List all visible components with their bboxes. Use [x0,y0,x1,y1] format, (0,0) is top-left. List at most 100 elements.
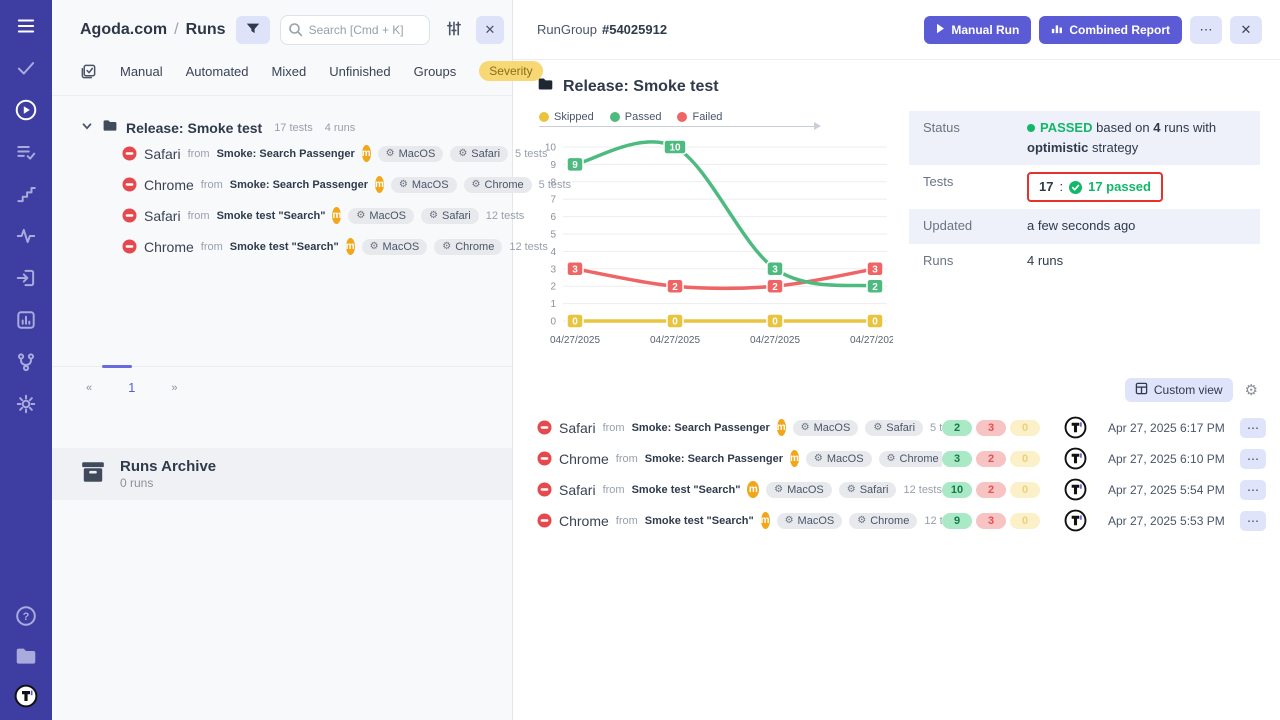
import-icon[interactable] [14,266,38,290]
suites-icon[interactable] [14,140,38,164]
detail-header: RunGroup #54025912 Manual Run Combined R… [513,0,1280,60]
tests-value: 17 : 17 passed [1027,172,1246,203]
env-pill: ⚙ Chrome [434,238,503,255]
runs-icon[interactable] [14,98,38,122]
run-timestamp: Apr 27, 2025 5:54 PM [1108,482,1225,497]
tests-annotation-box: 17 : 17 passed [1027,172,1163,203]
tab-mixed[interactable]: Mixed [271,63,307,79]
archive-subtitle: 0 runs [120,476,154,490]
run-group-row[interactable]: Release: Smoke test 17 tests 4 runs [80,118,504,138]
run-group-runs-count: 4 runs [324,122,356,134]
menu-icon[interactable] [14,14,38,38]
combined-report-button[interactable]: Combined Report [1039,15,1182,44]
run-list-row[interactable]: Chrome from Smoke: Search Passenger m ⚙ MacOS… [537,443,1266,474]
status-dot-icon [1027,124,1035,132]
archive-title[interactable]: Runs Archive [120,458,217,475]
pagination-prev-button[interactable]: « [80,381,98,395]
series-line-passed [573,140,877,288]
close-panel-button[interactable]: ✕ [476,16,504,44]
run-row-info: Safari from Smoke test "Search" m ⚙ MacOS ⚙ Saf… [537,481,942,498]
pulse-icon[interactable] [14,224,38,248]
projects-icon[interactable] [14,644,38,668]
steps-icon[interactable] [14,182,38,206]
select-all-icon[interactable] [80,62,97,80]
manual-badge: m [345,238,355,255]
chevron-down-icon[interactable] [80,119,94,138]
env-pill: ⚙ Chrome [463,176,532,193]
status-runs-count: 4 [1153,120,1161,135]
analytics-icon[interactable] [14,308,38,332]
svg-text:04/27/2025: 04/27/2025 [850,335,893,346]
breadcrumb-project[interactable]: Agoda.com [80,21,168,38]
run-list-row[interactable]: Safari from Smoke test "Search" m ⚙ MacOS ⚙ Saf… [537,474,1266,505]
gear-icon: ⚙ [886,452,896,464]
manual-badge: m [760,512,770,529]
svg-text:3: 3 [772,264,778,275]
runs-archive-section[interactable]: Runs Archive 0 runs [52,448,512,500]
more-actions-button[interactable]: ⋯ [1190,15,1222,44]
svg-text:2: 2 [672,282,678,293]
help-icon[interactable]: ? [14,604,38,628]
run-tests-count: 12 tests [903,483,942,496]
legend-dot-icon [677,112,688,122]
run-tree-item[interactable]: Chrome from Smoke: Search Passenger m ⚙ MacOS… [122,169,571,200]
tab-groups[interactable]: Groups [413,63,457,79]
run-group-name[interactable]: Release: Smoke test [126,120,263,136]
run-list-row[interactable]: Safari from Smoke: Search Passenger m ⚙ MacOS… [537,412,1266,443]
svg-text:0: 0 [672,317,678,328]
search-input[interactable] [279,15,430,45]
search-settings-button[interactable] [440,17,466,43]
tab-manual[interactable]: Manual [120,63,163,79]
detail-content: Skipped Passed Failed 0 1 2 3 4 5 6 7 8 9 10 04/27/20… [513,101,1280,354]
filter-button[interactable] [235,16,270,44]
custom-view-button[interactable]: Custom view [1124,378,1233,402]
svg-text:9: 9 [572,160,578,171]
tests-icon[interactable] [14,56,38,80]
pagination-active-indicator [102,365,132,368]
rungroup-label: RunGroup [537,22,597,37]
run-list-row[interactable]: Chrome from Smoke test "Search" m ⚙ MacOS ⚙ Chr… [537,505,1266,536]
logo-icon[interactable] [14,684,38,708]
svg-text:04/27/2025: 04/27/2025 [750,335,800,346]
svg-text:3: 3 [872,264,878,275]
run-browser-name: Safari [559,481,596,498]
row-menu-button[interactable]: ⋯ [1240,417,1266,438]
run-tree-item[interactable]: Safari from Smoke test "Search" m ⚙ MacOS ⚙ Saf… [122,200,524,231]
tab-severity[interactable]: Severity [479,61,543,81]
run-tree-item[interactable]: Safari from Smoke: Search Passenger m ⚙ MacOS… [122,138,547,169]
run-source-name: Smoke: Search Passenger [644,452,783,465]
tab-unfinished[interactable]: Unfinished [329,63,391,79]
row-menu-button[interactable]: ⋯ [1240,448,1266,469]
gear-icon: ⚙ [813,452,823,464]
run-tree-item[interactable]: Chrome from Smoke test "Search" m ⚙ MacOS ⚙ Chr… [122,231,548,262]
list-settings-gear-icon[interactable]: ⚙ [1244,381,1258,399]
tree-run-tests-count: 12 tests [509,240,548,253]
runs-filter-tabs: Manual Automated Mixed Unfinished Groups Seve… [52,57,543,96]
env-pill: ⚙ MacOS [776,512,843,529]
settings-icon[interactable] [14,392,38,416]
close-detail-button[interactable]: ✕ [1230,15,1262,44]
pagination-page-1[interactable]: 1 [122,379,141,396]
gear-icon: ⚙ [398,178,408,190]
legend-dot-icon [609,112,620,122]
branches-icon[interactable] [14,350,38,374]
legend-label: Skipped [554,111,594,123]
svg-text:1: 1 [550,299,556,310]
bar-chart-icon [1051,22,1063,37]
breadcrumb: Agoda.com / Runs [80,21,226,39]
header-actions: Manual Run Combined Report ⋯ ✕ [924,15,1262,44]
status-value: PASSED based on 4 runs with optimistic s… [1027,118,1246,158]
tests-label: Tests [923,174,954,190]
legend-item-passed: Passed [609,111,661,123]
skipped-count-badge: 0 [1010,450,1040,467]
row-menu-button[interactable]: ⋯ [1240,479,1266,500]
env-pill: ⚙ Safari [450,145,509,162]
manual-run-button[interactable]: Manual Run [924,15,1032,44]
env-pill: ⚙ MacOS [792,419,859,436]
tests-total: 17 [1039,179,1054,195]
pagination-next-button[interactable]: » [165,381,183,395]
row-menu-button[interactable]: ⋯ [1240,510,1266,531]
tab-automated[interactable]: Automated [185,63,249,79]
